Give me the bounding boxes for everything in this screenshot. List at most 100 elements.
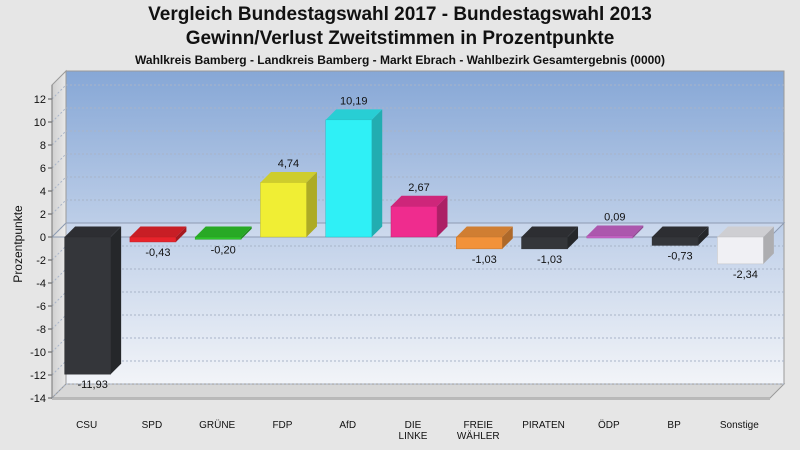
gridline xyxy=(51,314,67,330)
x-tick-label: GRÜNE xyxy=(199,419,235,431)
y-tick-label: -12 xyxy=(30,370,46,382)
bar-side xyxy=(241,226,252,240)
y-tick-label: 6 xyxy=(40,163,46,175)
bar-front xyxy=(651,236,699,246)
bar-side xyxy=(567,226,579,249)
bar-grüne xyxy=(194,226,252,240)
bar-side xyxy=(632,225,644,238)
bar-front xyxy=(194,236,242,240)
bar-top xyxy=(717,226,774,237)
x-tick-label: PIRATEN xyxy=(522,420,565,431)
x-tick-label: FDP xyxy=(272,420,292,431)
bar-front xyxy=(129,236,177,243)
bar-side xyxy=(698,226,709,246)
gridline xyxy=(51,153,67,169)
bar-side xyxy=(175,226,187,242)
y-tick-label: -10 xyxy=(30,347,46,359)
bar-csu xyxy=(64,226,122,375)
bar-top xyxy=(260,171,317,183)
value-label: 0,09 xyxy=(604,212,625,224)
bar-side xyxy=(371,109,383,237)
chart-subtitle: Gewinn/Verlust Zweitstimmen in Prozentpu… xyxy=(185,28,615,49)
y-tick-label: 2 xyxy=(40,209,46,221)
x-tick-label: SPD xyxy=(142,420,163,431)
bar-top xyxy=(64,226,122,237)
value-labels: -11,93 -0,43 -0,20 4,74 10,19 2,67 -1,03 -1,03 0… xyxy=(77,95,757,391)
bar-top xyxy=(586,225,644,236)
bar-top xyxy=(652,226,709,237)
bar-top xyxy=(391,195,448,207)
gridline xyxy=(51,199,67,215)
value-label: -0,20 xyxy=(211,244,236,256)
x-tick-label: AfD xyxy=(339,420,356,431)
gridline xyxy=(51,383,67,399)
bar-die-linke xyxy=(390,195,448,238)
bar-front xyxy=(717,236,764,265)
bar-side xyxy=(502,226,513,249)
bar-top xyxy=(195,226,252,237)
value-label: -0,73 xyxy=(668,250,693,262)
bar-afd xyxy=(325,109,383,238)
y-tick-label: -8 xyxy=(36,324,46,336)
bar-sonstige xyxy=(717,226,774,265)
bar-top xyxy=(456,226,513,237)
value-label: 4,74 xyxy=(278,158,299,170)
bar-side xyxy=(763,226,774,264)
bar-front xyxy=(521,236,568,250)
bar-front xyxy=(64,236,111,375)
bar-side xyxy=(437,195,448,237)
gridline xyxy=(51,360,67,376)
x-tick-label: ÖDP xyxy=(598,419,620,431)
x-tick-label: WÄHLER xyxy=(457,430,500,442)
y-tick-label: 4 xyxy=(40,186,46,198)
x-tick-label: CSU xyxy=(76,420,97,431)
bars xyxy=(64,109,774,375)
x-tick-label: Sonstige xyxy=(720,420,759,431)
floor-edge xyxy=(52,398,770,400)
y-tick-label: -2 xyxy=(36,255,46,267)
x-tick-label: FREIE xyxy=(464,420,494,431)
y-axis: 12 10 8 6 4 2 0 -2 -4 -6 -8 -10 -12 -14 xyxy=(30,85,53,405)
gridline xyxy=(51,337,67,353)
value-label: 10,19 xyxy=(340,95,368,107)
bar-top xyxy=(325,109,383,120)
floor xyxy=(50,383,786,399)
chart-subtitle-location: Wahlkreis Bamberg - Landkreis Bamberg - … xyxy=(135,53,665,67)
y-tick-label: 0 xyxy=(40,232,46,244)
x-tick-label: DIE xyxy=(405,420,422,431)
bar-bp xyxy=(651,226,709,246)
y-tick-label: -6 xyxy=(36,301,46,313)
y-axis-label: Prozentpunkte xyxy=(11,205,25,283)
value-label: -1,03 xyxy=(472,254,497,266)
value-label: -2,34 xyxy=(733,269,758,281)
y-tick-label: 10 xyxy=(34,117,46,129)
chart-title: Vergleich Bundestagswahl 2017 - Bundesta… xyxy=(148,4,652,25)
value-label: -11,93 xyxy=(77,379,107,391)
y-tick-label: -4 xyxy=(36,278,46,290)
value-label: -0,43 xyxy=(145,247,170,259)
bar-ödp xyxy=(586,225,644,239)
bar-fdp xyxy=(260,171,317,238)
gridline xyxy=(51,130,67,146)
value-label: 2,67 xyxy=(408,182,429,194)
gridline xyxy=(51,84,67,100)
bar-piraten xyxy=(521,226,579,250)
x-tick-label: BP xyxy=(667,420,681,431)
bar-top xyxy=(521,226,579,237)
bar-top xyxy=(129,226,187,237)
bar-side xyxy=(306,171,317,237)
bar-front xyxy=(260,182,307,238)
gridline xyxy=(51,107,67,123)
gridline xyxy=(51,291,67,307)
gridline xyxy=(51,268,67,284)
y-tick-label: 8 xyxy=(40,140,46,152)
gridline xyxy=(51,176,67,192)
y-tick-label: -14 xyxy=(30,393,46,405)
y-tick-label: 12 xyxy=(34,94,46,106)
value-label: -1,03 xyxy=(537,254,562,266)
bar-front xyxy=(390,206,438,238)
x-tick-label: LINKE xyxy=(399,431,428,442)
bar-front xyxy=(586,235,634,239)
